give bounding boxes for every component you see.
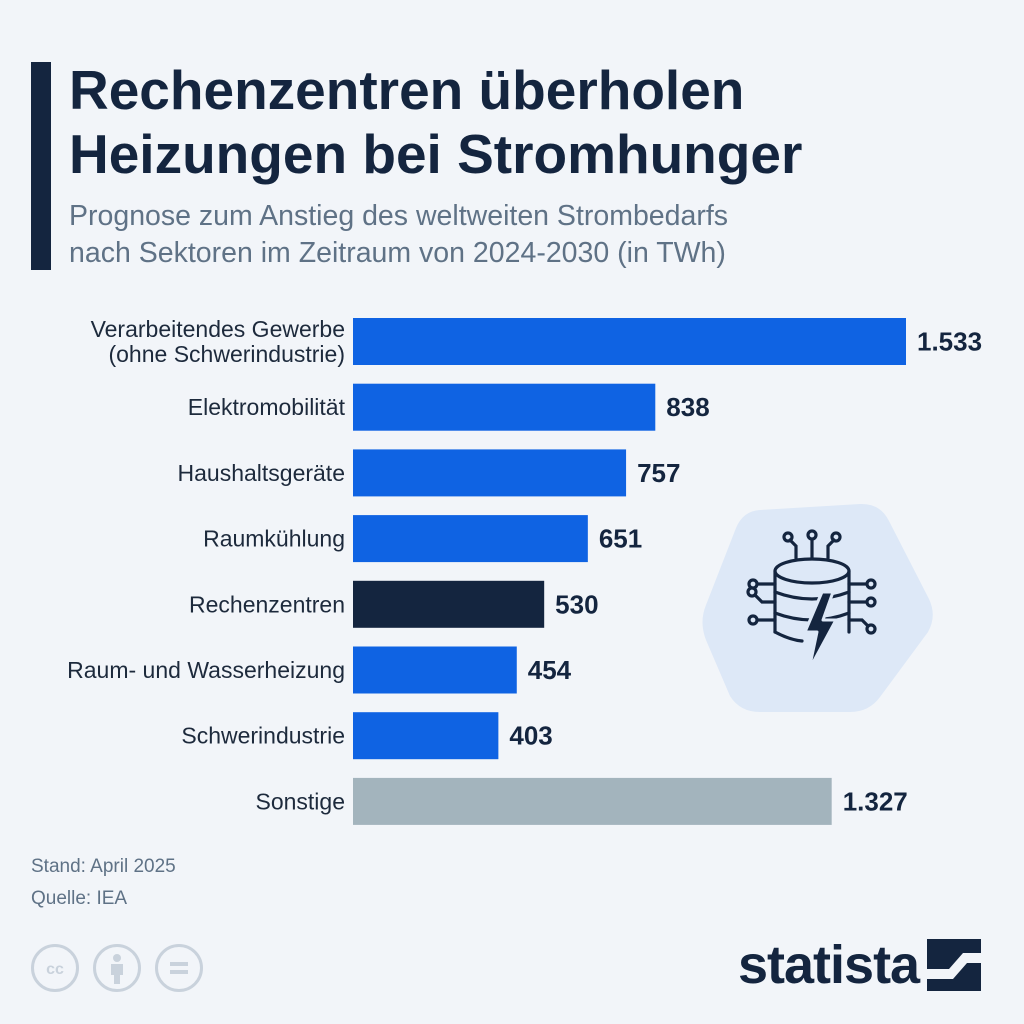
statista-wordmark: statista <box>738 935 920 995</box>
title-line-1: Rechenzentren überholen <box>69 59 745 121</box>
stand-date: Stand: April 2025 <box>31 856 176 877</box>
bar-6 <box>353 712 499 760</box>
category-label-5: Raum- und Wasserheizung <box>67 657 345 683</box>
attribution-icon[interactable] <box>93 944 141 992</box>
title-line-2: Heizungen bei Stromhunger <box>69 123 803 185</box>
cc-icon[interactable]: cc <box>31 944 79 992</box>
bar-5 <box>353 646 517 694</box>
value-label-4: 530 <box>555 589 598 619</box>
bar-7 <box>353 777 832 825</box>
statista-logo[interactable]: statista <box>738 930 982 1000</box>
statista-logo-mark <box>927 939 982 991</box>
category-label-6: Schwerindustrie <box>181 723 345 749</box>
value-label-2: 757 <box>637 458 680 488</box>
category-label-0: Verarbeitendes Gewerbe (ohne Schwerindust… <box>91 316 345 367</box>
subtitle-line-2: nach Sektoren im Zeitraum von 2024-2030 … <box>69 237 726 269</box>
category-label-2: Haushaltsgeräte <box>178 460 346 486</box>
value-label-7: 1.327 <box>843 786 908 816</box>
value-label-6: 403 <box>509 721 552 751</box>
subtitle-line-1: Prognose zum Anstieg des weltweiten Stro… <box>69 200 729 232</box>
bar-1 <box>353 383 656 431</box>
bar-2 <box>353 449 627 497</box>
no-derivatives-icon[interactable] <box>155 944 203 992</box>
subtitle: Prognose zum Anstieg des weltweiten Stro… <box>69 198 969 272</box>
category-label-4: Rechenzentren <box>189 591 345 617</box>
value-label-0: 1.533 <box>917 327 982 357</box>
source-note: Quelle: IEA <box>31 888 128 909</box>
page-title: Rechenzentren überholen Heizungen bei St… <box>69 58 999 186</box>
title-accent-bar <box>31 62 51 270</box>
bar-4 <box>353 580 545 628</box>
category-label-7: Sonstige <box>255 788 345 814</box>
value-label-3: 651 <box>599 524 642 554</box>
data-center-lightning-icon <box>702 503 933 712</box>
category-label-1: Elektromobilität <box>188 394 346 420</box>
svg-text:cc: cc <box>46 961 64 978</box>
bar-0 <box>353 318 906 365</box>
value-label-1: 838 <box>666 392 709 422</box>
category-label-3: Raumkühlung <box>203 526 345 552</box>
bar-3 <box>353 515 588 563</box>
value-label-5: 454 <box>528 655 572 685</box>
